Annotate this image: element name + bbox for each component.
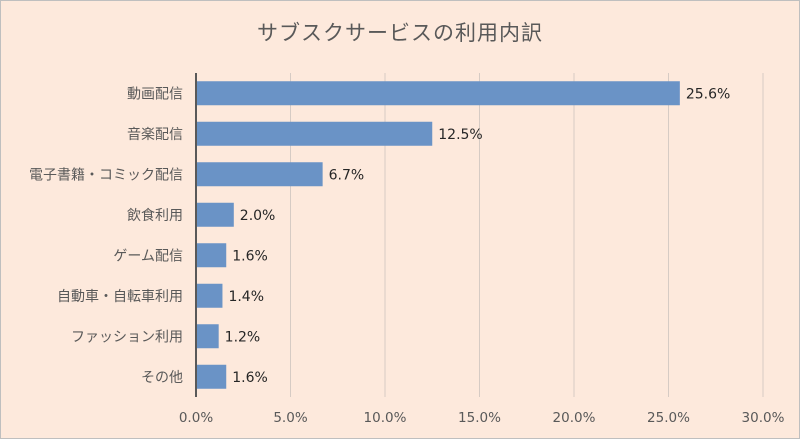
category-label: 動画配信 [127, 86, 183, 102]
bar [196, 121, 433, 146]
chart-title: サブスクサービスの利用内訳 [257, 21, 543, 45]
bar [196, 324, 219, 349]
x-tick-label: 0.0% [179, 410, 213, 426]
bar [196, 243, 227, 268]
bar [196, 202, 234, 227]
x-tick-label: 10.0% [364, 410, 407, 426]
x-tick-label: 30.0% [742, 410, 785, 426]
x-tick-label: 15.0% [458, 410, 501, 426]
data-label: 1.4% [228, 289, 264, 305]
bar [196, 364, 227, 389]
data-label: 1.6% [232, 248, 268, 264]
bar [196, 162, 323, 187]
bar [196, 81, 680, 106]
data-label: 1.2% [225, 329, 261, 345]
data-label: 1.6% [232, 370, 268, 386]
data-label: 25.6% [686, 86, 730, 102]
x-tick-label: 5.0% [273, 410, 307, 426]
data-label: 6.7% [329, 167, 365, 183]
category-label: 電子書籍・コミック配信 [29, 166, 183, 183]
category-label: その他 [141, 370, 183, 386]
x-tick-label: 25.0% [647, 410, 690, 426]
category-label: ファッション利用 [71, 329, 183, 345]
data-label: 2.0% [240, 208, 276, 224]
category-label: 音楽配信 [127, 126, 183, 143]
category-label: 自動車・自転車利用 [57, 288, 183, 305]
bar [196, 283, 223, 308]
category-label: ゲーム配信 [113, 248, 183, 264]
data-label: 12.5% [438, 127, 482, 143]
x-tick-label: 20.0% [553, 410, 596, 426]
category-label: 飲食利用 [127, 207, 183, 224]
